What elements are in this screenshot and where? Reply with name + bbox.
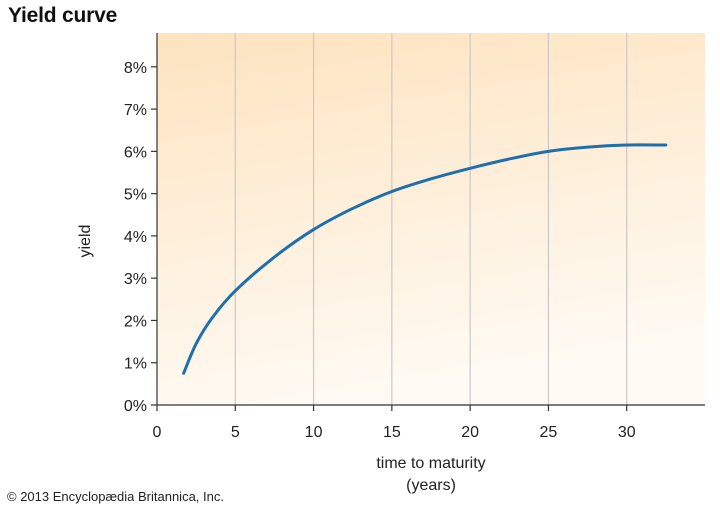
y-tick-label-4: 4% [124, 229, 147, 246]
x-tick-label-15: 15 [383, 424, 401, 441]
x-axis-unit: (years) [406, 477, 456, 494]
y-tick-label-5: 5% [124, 187, 147, 204]
x-tick-label-0: 0 [153, 424, 162, 441]
copyright-notice: © 2013 Encyclopædia Britannica, Inc. [7, 489, 224, 504]
y-tick-label-8: 8% [124, 60, 147, 77]
y-tick-label-1: 1% [124, 356, 147, 373]
y-tick-label-2: 2% [124, 313, 147, 330]
y-tick-label-7: 7% [124, 102, 147, 119]
y-tick-label-6: 6% [124, 144, 147, 161]
y-tick-label-3: 3% [124, 271, 147, 288]
x-tick-label-20: 20 [461, 424, 479, 441]
series-line-0 [182, 143, 668, 375]
x-tick-label-10: 10 [305, 424, 323, 441]
x-tick-label-5: 5 [231, 424, 240, 441]
x-tick-label-30: 30 [618, 424, 636, 441]
y-tick-label-0: 0% [124, 398, 147, 415]
y-axis-label: yield [77, 225, 94, 258]
chart-title: Yield curve [8, 4, 118, 27]
x-tick-label-25: 25 [540, 424, 558, 441]
plot-background [157, 33, 705, 405]
x-axis-label: time to maturity [376, 455, 485, 472]
